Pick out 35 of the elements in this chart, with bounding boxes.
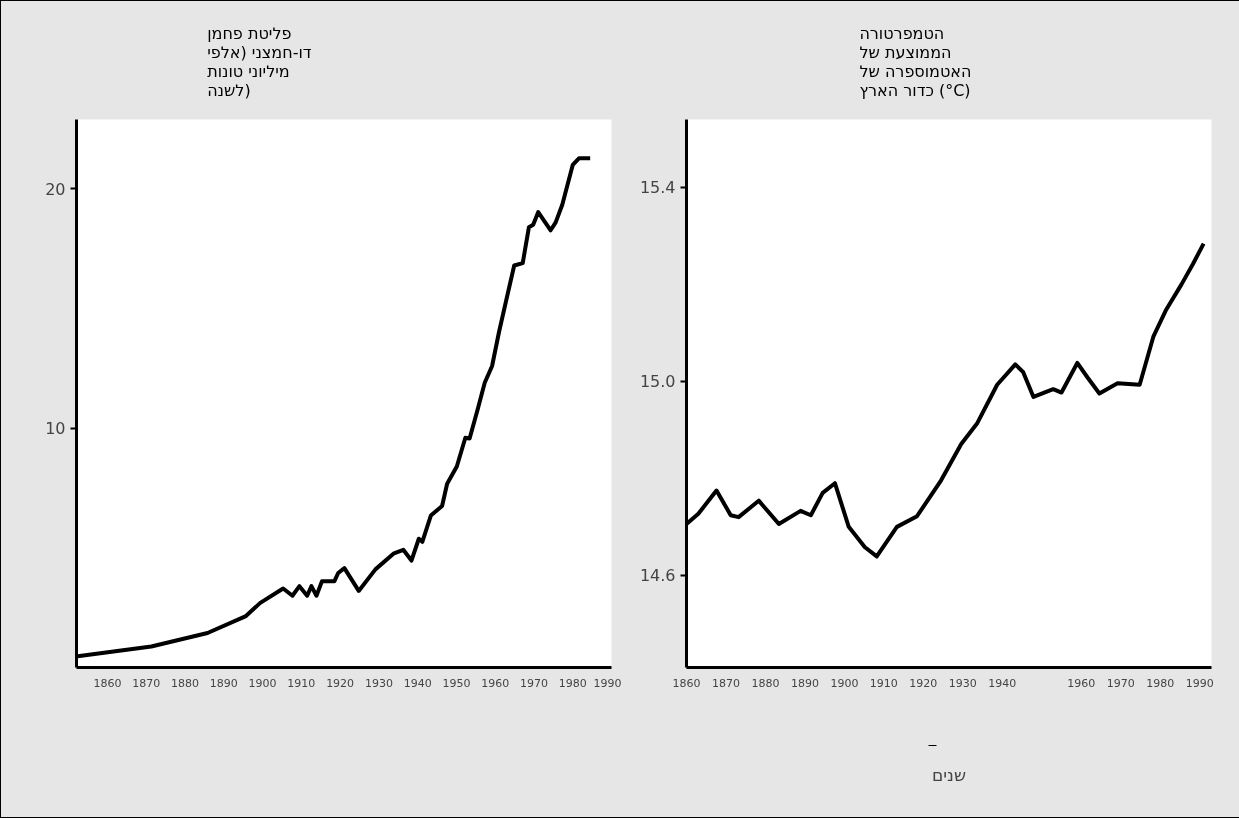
x-tick-label: 1890 <box>790 676 819 690</box>
x-tick-label: 1880 <box>171 676 200 690</box>
x-tick-label: 1970 <box>519 676 548 690</box>
x-tick-label: 1920 <box>326 676 355 690</box>
x-axis-title: שנים <box>932 764 966 785</box>
y-tick-label: 14.6 <box>639 566 676 586</box>
y-tick-label: 20 <box>45 179 66 199</box>
x-tick-label: 1970 <box>1106 676 1135 690</box>
x-tick-label: 1960 <box>481 676 510 690</box>
x-tick-label: 1920 <box>909 676 938 690</box>
x-tick-label: 1940 <box>403 676 432 690</box>
y-axis-title: הטמפרטורה הממוצעת של האטמוספרה של כדור הארץ (°C) <box>859 23 972 100</box>
x-tick-label: 1910 <box>869 676 898 690</box>
y-tick-label: 15.4 <box>639 178 676 198</box>
y-tick-label: 15.0 <box>639 372 676 392</box>
x-tick-label: 1930 <box>364 676 393 690</box>
x-tick-label: 1900 <box>830 676 859 690</box>
x-tick-label: 1990 <box>593 676 622 690</box>
x-tick-label: 1890 <box>209 676 238 690</box>
x-tick-label: 1980 <box>558 676 587 690</box>
x-tick-label: 1870 <box>711 676 740 690</box>
x-tick-label: 1960 <box>1067 676 1096 690</box>
x-tick-label: 1930 <box>948 676 977 690</box>
x-tick-label: 1940 <box>988 676 1017 690</box>
x-tick-label: 1900 <box>248 676 277 690</box>
x-tick-label: 1980 <box>1146 676 1175 690</box>
y-axis-title: פליטת פחמן דו-חמצני (אלפי מיליוני טונות לשנה) <box>207 23 312 100</box>
x-tick-label: 1910 <box>287 676 316 690</box>
x-tick-label: 1990 <box>1185 676 1214 690</box>
x-tick-label: 1880 <box>751 676 780 690</box>
x-tick-label: 1860 <box>672 676 701 690</box>
x-tick-label: 1870 <box>132 676 161 690</box>
y-tick-label: 10 <box>45 419 66 439</box>
x-tick-label: 1860 <box>93 676 122 690</box>
x-tick-label: 1950 <box>442 676 471 690</box>
